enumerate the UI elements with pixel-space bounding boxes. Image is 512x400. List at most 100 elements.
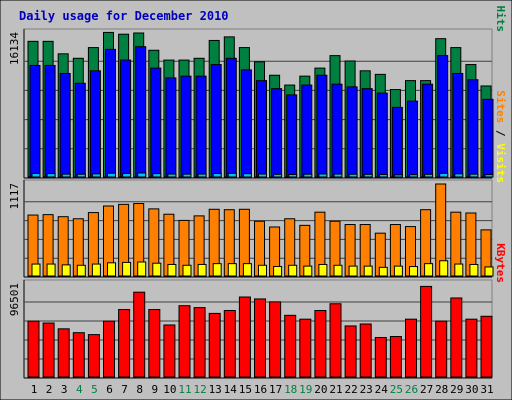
bar-sites-23 [363,265,373,277]
panel-hits: 16134 Pages / Files / Hits [8,0,507,179]
x-tick-label-30: 30 [465,383,478,396]
bar-files-12 [195,75,207,178]
bar-kbytes-30 [465,318,478,378]
bar-kbytes-15 [238,296,251,378]
bar-kbytes-24 [374,336,387,378]
bar-files-30 [467,79,479,178]
bar-sites-5 [91,263,101,277]
bar-pages-31 [484,174,494,178]
bar-kbytes-22 [344,325,357,378]
bar-sites-29 [454,263,464,277]
bar-files-21 [331,83,343,178]
bar-pages-30 [469,173,479,178]
bar-sites-24 [378,266,388,277]
bar-pages-2 [46,173,56,178]
bar-pages-19 [303,173,313,178]
bar-kbytes-11 [178,305,191,378]
x-tick-label-28: 28 [435,383,448,396]
bar-kbytes-8 [133,291,146,378]
bar-sites-18 [288,264,298,277]
bar-pages-13 [212,173,222,178]
bar-pages-15 [242,173,252,178]
bar-pages-12 [197,173,207,178]
bar-sites-31 [484,266,494,277]
bar-kbytes-2 [42,322,55,378]
x-tick-label-19: 19 [299,383,312,396]
bar-kbytes-1 [27,320,40,378]
bar-sites-3 [61,264,71,277]
chart-title: Daily usage for December 2010 [19,9,229,23]
bar-sites-14 [227,263,237,277]
bar-kbytes-3 [57,328,70,378]
panel-visits: 1117 Sites / Visits [8,90,507,278]
bar-pages-4 [76,173,86,178]
bar-kbytes-23 [359,323,372,378]
x-tick-label-21: 21 [329,383,342,396]
bar-files-7 [120,59,132,178]
bar-pages-1 [31,172,41,178]
x-tick-label-31: 31 [480,383,493,396]
bar-kbytes-29 [450,297,463,378]
chart-panels: 16134 Pages / Files / Hits 1117 Sites / Vis… [8,0,507,379]
x-tick-label-23: 23 [360,383,373,396]
legend-label-hits: Pages / Files / Hits [494,0,507,32]
bar-pages-24 [378,174,388,178]
bar-kbytes-4 [72,332,85,378]
bar-files-10 [165,77,177,178]
bar-sites-20 [318,263,328,277]
bar-sites-8 [137,261,147,277]
bar-kbytes-31 [480,315,493,378]
bar-pages-9 [152,173,162,178]
bar-kbytes-26 [405,318,417,378]
bar-files-18 [286,94,298,178]
bar-sites-26 [409,266,418,277]
x-tick-label-4: 4 [76,383,83,396]
x-tick-label-12: 12 [193,383,206,396]
bar-files-1 [29,64,41,178]
bar-files-6 [105,48,116,178]
bar-pages-21 [333,173,343,178]
bar-sites-6 [107,262,116,277]
bar-pages-18 [288,174,298,178]
bar-files-20 [316,74,328,178]
bar-files-5 [89,70,101,178]
bar-pages-22 [348,173,358,178]
x-tick-label-1: 1 [31,383,38,396]
bar-kbytes-7 [118,309,131,378]
bar-files-13 [210,64,222,178]
legend-label-part: Hits [494,6,507,33]
bar-kbytes-16 [254,298,266,378]
legend-label-part: KBytes [494,243,507,283]
legend-label-visits: Sites / Visits [494,90,507,183]
bar-pages-25 [393,174,403,178]
x-tick-label-3: 3 [61,383,68,396]
bar-kbytes-18 [284,314,297,378]
bar-sites-16 [258,264,267,277]
bar-sites-13 [212,263,222,277]
bar-sites-22 [348,265,358,277]
bar-sites-9 [152,262,162,277]
bar-files-14 [225,57,237,178]
bar-sites-4 [76,264,86,277]
bar-files-22 [346,86,358,178]
bar-sites-21 [333,264,343,277]
bar-pages-11 [182,173,192,178]
bar-files-24 [376,92,388,178]
x-tick-label-27: 27 [420,383,433,396]
bar-sites-12 [197,263,207,277]
bar-kbytes-21 [329,303,342,378]
bar-files-25 [391,106,403,178]
x-tick-label-9: 9 [151,383,158,396]
legend-label-part: / [494,123,507,143]
bar-kbytes-12 [193,307,206,378]
bar-kbytes-9 [148,309,161,378]
bar-files-2 [44,64,56,178]
bar-pages-5 [91,173,101,178]
bar-sites-10 [167,263,177,277]
bar-kbytes-17 [269,301,282,378]
bar-sites-25 [393,265,403,277]
x-tick-label-14: 14 [224,383,238,396]
x-tick-label-26: 26 [405,383,418,396]
legend-label-part: Visits [494,143,507,183]
